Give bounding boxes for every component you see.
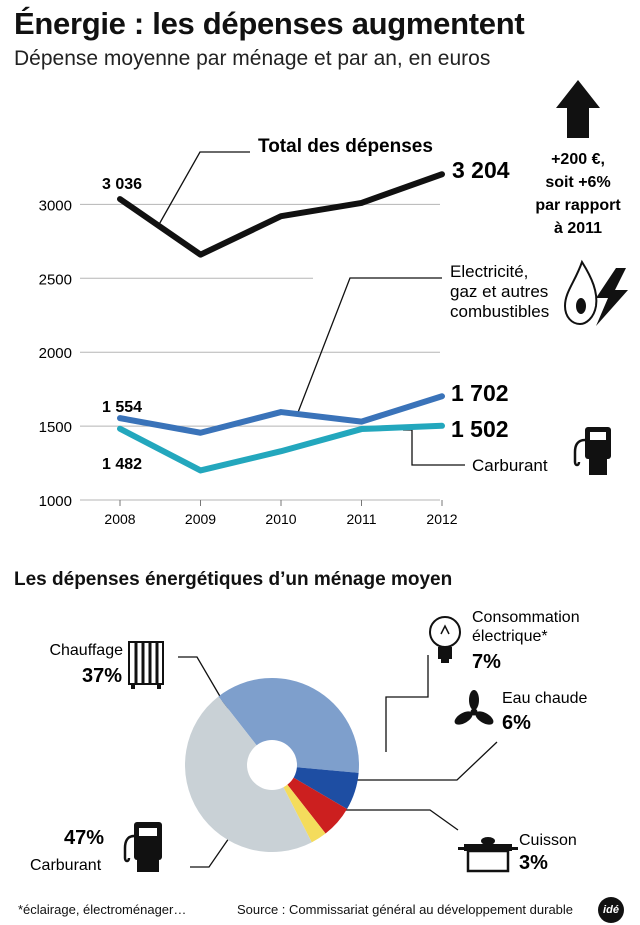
elec-label-line1: Electricité, — [450, 262, 528, 281]
increase-line3: par rapport — [535, 197, 621, 214]
cuisson-label: Cuisson — [519, 832, 577, 849]
carburant-slice — [185, 696, 312, 852]
elec-label-line2: gaz et autres — [450, 282, 548, 301]
elec-last-value: 1 702 — [451, 380, 509, 406]
x-tick-label: 2010 — [265, 511, 296, 527]
x-tick-label: 2008 — [104, 511, 135, 527]
chauffage-leader-line — [178, 656, 229, 711]
fuel-pump-icon-small — [123, 822, 162, 872]
donut-chart: Chauffage 37% Consommation électrique* 7… — [30, 609, 588, 874]
conso-leader-line — [385, 655, 429, 752]
carb-series-line — [117, 422, 445, 474]
carburant-pct: 47% — [64, 827, 104, 849]
light-bulb-icon — [429, 616, 461, 663]
chauffage-label: Chauffage — [49, 642, 123, 659]
elec-first-value: 1 554 — [102, 399, 142, 416]
cooking-pot-icon — [458, 837, 518, 873]
total-leader-line — [156, 151, 250, 229]
elec-label-line3: combustibles — [450, 302, 549, 321]
total-last-value: 3 204 — [452, 157, 510, 183]
source-text: Source : Commissariat général au dévelop… — [237, 902, 574, 917]
elec-leader-line — [296, 277, 442, 416]
footnote: *éclairage, électroménager… — [18, 902, 187, 917]
fuel-pump-icon — [573, 427, 611, 475]
line-chart: 1000 1500 2000 2500 3000 2008 2009 2010 2011 201… — [39, 80, 628, 527]
cuisson-leader-line — [342, 809, 459, 831]
conso-label-line1: Consommation — [472, 609, 580, 626]
eau-slice — [272, 765, 348, 834]
elec-series-line — [117, 393, 445, 436]
page-title: Énergie : les dépenses augmentent — [14, 6, 525, 41]
conso-pct: 7% — [472, 651, 501, 673]
page-subtitle: Dépense moyenne par ménage et par an, en… — [14, 47, 491, 70]
radiator-icon — [128, 641, 164, 689]
carburant-label: Carburant — [30, 857, 102, 874]
arrow-up-icon — [556, 80, 600, 138]
y-tick-label: 3000 — [39, 197, 72, 214]
publisher-logo: idé — [598, 897, 624, 923]
total-series-line — [117, 171, 445, 258]
total-series-label: Total des dépenses — [258, 136, 433, 157]
carb-series-label: Carburant — [472, 456, 548, 475]
cuisson-pct: 3% — [519, 852, 548, 874]
eau-label: Eau chaude — [502, 690, 588, 707]
lightning-icon — [596, 268, 628, 326]
donut-hole — [247, 740, 297, 790]
eau-pct: 6% — [502, 712, 531, 734]
chauffage-pct: 37% — [82, 665, 122, 687]
y-tick-label: 2500 — [39, 271, 72, 288]
x-tick-label: 2011 — [346, 511, 376, 527]
chauffage-slice — [218, 678, 360, 773]
y-tick-label: 2000 — [39, 345, 72, 362]
x-tick-label: 2012 — [426, 511, 457, 527]
flame-icon — [563, 259, 598, 326]
y-tick-label: 1500 — [39, 419, 72, 436]
increase-line4: à 2011 — [554, 220, 602, 237]
carb-first-value: 1 482 — [102, 456, 142, 473]
y-tick-label: 1000 — [39, 493, 72, 510]
total-first-value: 3 036 — [102, 176, 142, 193]
conso-label-line2: électrique* — [472, 628, 548, 645]
fan-icon — [454, 690, 494, 725]
eau-leader-line — [357, 741, 498, 781]
section2-title: Les dépenses énergétiques d’un ménage mo… — [14, 569, 453, 590]
increase-line1: +200 €, — [551, 151, 605, 168]
increase-line2: soit +6% — [545, 174, 610, 191]
x-tick-label: 2009 — [185, 511, 216, 527]
carb-last-value: 1 502 — [451, 416, 509, 442]
